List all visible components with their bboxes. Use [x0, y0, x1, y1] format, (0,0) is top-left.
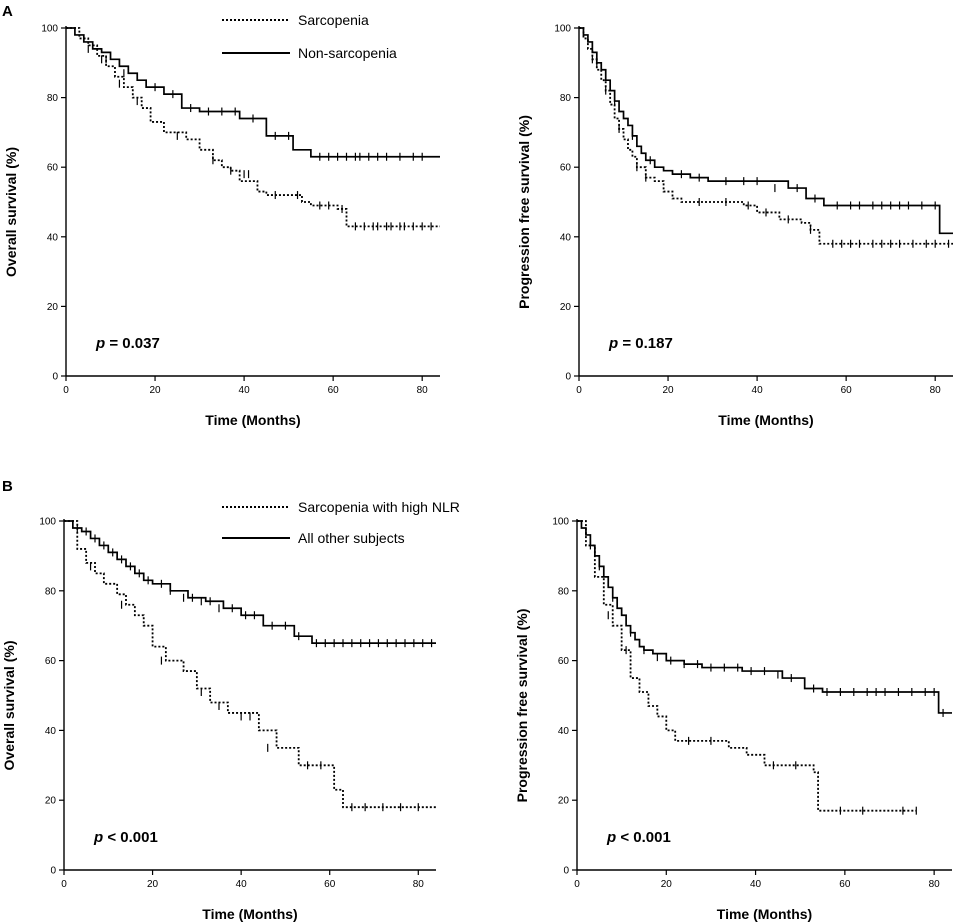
y-tick-label: 40: [560, 232, 572, 243]
x-tick-label: 40: [752, 385, 764, 396]
x-tick-label: 20: [662, 385, 674, 396]
y-tick-label: 100: [554, 24, 571, 35]
x-tick-label: 80: [413, 879, 425, 890]
x-tick-label: 0: [574, 879, 580, 890]
legend-a: Sarcopenia Non-sarcopenia: [222, 12, 397, 61]
p-value-annotation: p < 0.001: [93, 829, 158, 846]
panel-label-a: A: [2, 3, 13, 20]
legend-b-solid-label: All other subjects: [298, 530, 405, 546]
y-tick-label: 60: [45, 656, 57, 667]
p-value-annotation: p = 0.187: [608, 335, 673, 352]
x-tick-label: 0: [61, 879, 67, 890]
y-tick-label: 40: [45, 726, 57, 737]
y-tick-label: 80: [45, 586, 57, 597]
y-tick-label: 80: [47, 93, 59, 104]
x-axis-title: Time (Months): [205, 412, 300, 428]
x-tick-label: 80: [417, 385, 429, 396]
y-tick-label: 20: [47, 302, 59, 313]
x-axis-title: Time (Months): [718, 412, 813, 428]
x-tick-label: 60: [841, 385, 853, 396]
p-value-annotation: p = 0.037: [95, 335, 160, 352]
y-tick-label: 80: [560, 93, 572, 104]
y-tick-label: 100: [41, 24, 58, 35]
y-tick-label: 0: [52, 372, 58, 383]
x-axis-title: Time (Months): [202, 906, 297, 922]
x-tick-label: 40: [236, 879, 248, 890]
chart-a-progression-free-survival: 0 20 40 60 80 100 0 20 40 60 80 Time (Months) Progre…: [516, 24, 953, 428]
series-line-dotted: [579, 27, 953, 245]
y-tick-label: 40: [47, 232, 59, 243]
p-symbol: p: [95, 335, 105, 352]
y-tick-label: 100: [39, 517, 56, 528]
y-tick-label: 20: [558, 796, 570, 807]
p-value-text: < 0.001: [616, 829, 671, 846]
x-tick-label: 20: [147, 879, 159, 890]
p-value-text: = 0.187: [618, 335, 673, 352]
y-axis-title: Progression free survival (%): [514, 609, 530, 803]
x-tick-label: 60: [328, 385, 340, 396]
y-axis-title: Overall survival (%): [3, 147, 19, 277]
y-axis-title: Progression free survival (%): [516, 115, 532, 309]
p-symbol: p: [93, 829, 103, 846]
y-tick-label: 20: [560, 302, 572, 313]
x-tick-label: 40: [239, 385, 251, 396]
y-tick-label: 0: [563, 866, 569, 877]
y-tick-label: 60: [558, 656, 570, 667]
series-line-solid: [577, 520, 952, 714]
x-tick-label: 0: [576, 385, 582, 396]
series-line-dotted: [64, 520, 436, 809]
series-line-dotted: [577, 520, 917, 812]
y-tick-label: 100: [552, 517, 569, 528]
series-line-solid: [579, 27, 953, 235]
p-value-text: = 0.037: [105, 335, 160, 352]
x-tick-label: 0: [63, 385, 69, 396]
y-tick-label: 80: [558, 586, 570, 597]
panel-label-b: B: [2, 478, 13, 495]
x-tick-label: 60: [324, 879, 336, 890]
y-tick-label: 0: [565, 372, 571, 383]
legend-b-dotted-label: Sarcopenia with high NLR: [298, 499, 460, 515]
y-tick-label: 0: [50, 866, 56, 877]
series-line-solid: [66, 27, 440, 158]
x-tick-label: 60: [839, 879, 851, 890]
x-axis-title: Time (Months): [717, 906, 812, 922]
x-tick-label: 80: [929, 879, 941, 890]
x-tick-label: 20: [661, 879, 673, 890]
legend-a-dotted-label: Sarcopenia: [298, 12, 369, 28]
chart-b-overall-survival: 0 20 40 60 80 100 0 20 40 60 80 Time (Months) Overal…: [1, 517, 436, 922]
y-axis-title: Overall survival (%): [1, 641, 17, 771]
legend-b: Sarcopenia with high NLR All other subje…: [222, 499, 460, 546]
x-tick-label: 20: [149, 385, 161, 396]
y-tick-label: 60: [47, 163, 59, 174]
chart-b-progression-free-survival: 0 20 40 60 80 100 0 20 40 60 80 Time (Months) Progre…: [514, 517, 952, 922]
x-tick-label: 80: [930, 385, 942, 396]
y-tick-label: 40: [558, 726, 570, 737]
p-symbol: p: [606, 829, 616, 846]
y-tick-label: 20: [45, 796, 57, 807]
p-value-annotation: p < 0.001: [606, 829, 671, 846]
x-tick-label: 40: [750, 879, 762, 890]
chart-a-overall-survival: 0 20 40 60 80 100 0 20 40 60 80 Time (Months) Overal…: [3, 24, 440, 428]
y-tick-label: 60: [560, 163, 572, 174]
p-symbol: p: [608, 335, 618, 352]
p-value-text: < 0.001: [103, 829, 158, 846]
legend-a-solid-label: Non-sarcopenia: [298, 45, 397, 61]
